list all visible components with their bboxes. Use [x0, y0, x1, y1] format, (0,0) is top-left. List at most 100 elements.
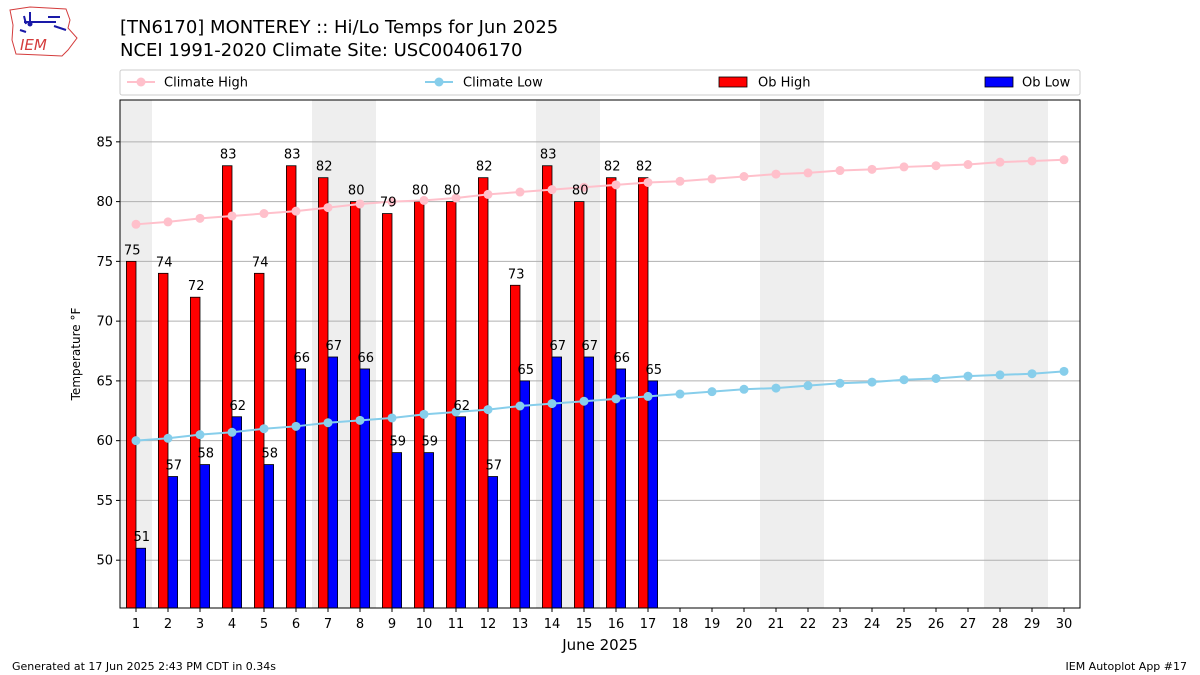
y-tick-label: 75 [96, 255, 113, 270]
climate-low-point [547, 399, 557, 409]
climate-high-point [1059, 155, 1069, 165]
climate-low-point [835, 378, 845, 388]
ob-high-bar-label: 80 [444, 184, 461, 199]
chart-title: [TN6170] MONTEREY :: Hi/Lo Temps for Jun… [120, 17, 559, 38]
ob-high-bar-label: 82 [476, 160, 493, 175]
legend-ob-low-swatch [984, 76, 1014, 88]
climate-high-point [611, 180, 621, 190]
climate-high-point [803, 168, 813, 178]
generated-footer: Generated at 17 Jun 2025 2:43 PM CDT in … [12, 660, 277, 673]
weekend-shade [792, 100, 824, 608]
climate-low-point [611, 394, 621, 404]
x-tick-label: 4 [228, 617, 236, 632]
y-tick-label: 80 [96, 195, 113, 210]
x-tick-label: 14 [544, 617, 561, 632]
ob-low-bar-label: 62 [230, 399, 247, 414]
x-tick-label: 24 [864, 617, 881, 632]
ob-low-bar-label: 51 [134, 530, 151, 545]
ob-high-bar [542, 165, 553, 609]
climate-high-point [451, 193, 461, 203]
legend-ob-high-label: Ob High [758, 76, 811, 91]
ob-low-bar-label: 65 [518, 363, 535, 378]
climate-low-point [803, 381, 813, 391]
legend-climate-high-label: Climate High [164, 76, 248, 91]
climate-low-point [675, 389, 685, 399]
climate-low-point [579, 396, 589, 406]
climate-low-point [419, 409, 429, 419]
ob-low-bar [487, 476, 499, 609]
ob-high-bar-label: 83 [284, 148, 301, 163]
y-tick-label: 60 [96, 434, 113, 449]
ob-high-bar [606, 177, 617, 609]
ob-high-bar-label: 82 [636, 160, 653, 175]
legend-climate-high-marker [136, 77, 146, 87]
weekend-shade [760, 100, 792, 608]
climate-low-point [995, 370, 1005, 380]
ob-low-bar [455, 416, 467, 609]
ob-high-bar-label: 80 [412, 184, 429, 199]
climate-low-line [135, 370, 1065, 442]
climate-low-point [227, 427, 237, 437]
climate-low-point [515, 401, 525, 411]
ob-low-bar-label: 57 [486, 459, 503, 474]
climate-high-point [771, 169, 781, 179]
ob-low-bar-label: 67 [582, 339, 599, 354]
legend-climate-low-marker [434, 77, 444, 87]
climate-low-point [643, 391, 653, 401]
ob-high-bar-label: 83 [540, 148, 557, 163]
x-tick-label: 2 [164, 617, 172, 632]
climate-low-point [131, 436, 141, 446]
ob-high-bar [285, 165, 297, 609]
ob-low-bar-label: 59 [390, 435, 407, 450]
ob-low-bar-label: 58 [198, 447, 215, 462]
climate-high-point [899, 162, 909, 172]
climate-high-point [579, 182, 589, 192]
x-tick-label: 6 [292, 617, 300, 632]
ob-high-bar [317, 177, 329, 609]
iem-logo: IEM [9, 6, 78, 57]
x-tick-label: 23 [832, 617, 849, 632]
ob-low-bar-label: 58 [262, 447, 279, 462]
climate-low-point [291, 421, 301, 431]
x-tick-label: 7 [324, 617, 332, 632]
ob-high-bar [349, 201, 361, 609]
ob-high-bar-label: 80 [572, 184, 589, 199]
climate-high-point [291, 206, 301, 216]
ob-high-bar-label: 82 [316, 160, 333, 175]
x-tick-label: 16 [608, 617, 625, 632]
ob-low-bar [551, 356, 563, 609]
climate-low-point [963, 371, 973, 381]
ob-low-bar-label: 67 [326, 339, 343, 354]
x-tick-label: 30 [1056, 617, 1073, 632]
climate-low-point [931, 374, 941, 384]
ob-low-bar [423, 452, 435, 609]
legend: Climate High Climate Low Ob High Ob Low [119, 69, 1081, 96]
ob-high-bar-label: 82 [604, 160, 621, 175]
ob-high-bar-label: 79 [380, 196, 397, 211]
climate-low-point [163, 433, 173, 443]
climate-low-point [899, 375, 909, 385]
app-footer: IEM Autoplot App #17 [1065, 660, 1188, 673]
ob-high-bar [221, 165, 233, 609]
climate-low-point [387, 413, 397, 423]
ob-high-bar-label: 72 [188, 279, 205, 294]
climate-high-point [643, 177, 653, 187]
ob-high-bar-label: 74 [252, 255, 269, 270]
x-tick-label: 25 [896, 617, 913, 632]
climate-low-point [1059, 366, 1069, 376]
ob-low-bar [519, 380, 531, 609]
x-tick-label: 12 [480, 617, 497, 632]
x-tick-label: 3 [196, 617, 204, 632]
ob-low-bar-label: 66 [294, 351, 311, 366]
climate-high-point [515, 187, 525, 197]
x-tick-label: 9 [388, 617, 396, 632]
climate-low-point [451, 407, 461, 417]
climate-low-point [195, 430, 205, 440]
ob-low-bar [647, 380, 659, 609]
climate-high-point [259, 209, 269, 219]
climate-high-point [963, 160, 973, 170]
x-tick-label: 29 [1024, 617, 1041, 632]
logo-text: IEM [20, 36, 47, 54]
ob-high-bar-label: 75 [124, 243, 141, 258]
